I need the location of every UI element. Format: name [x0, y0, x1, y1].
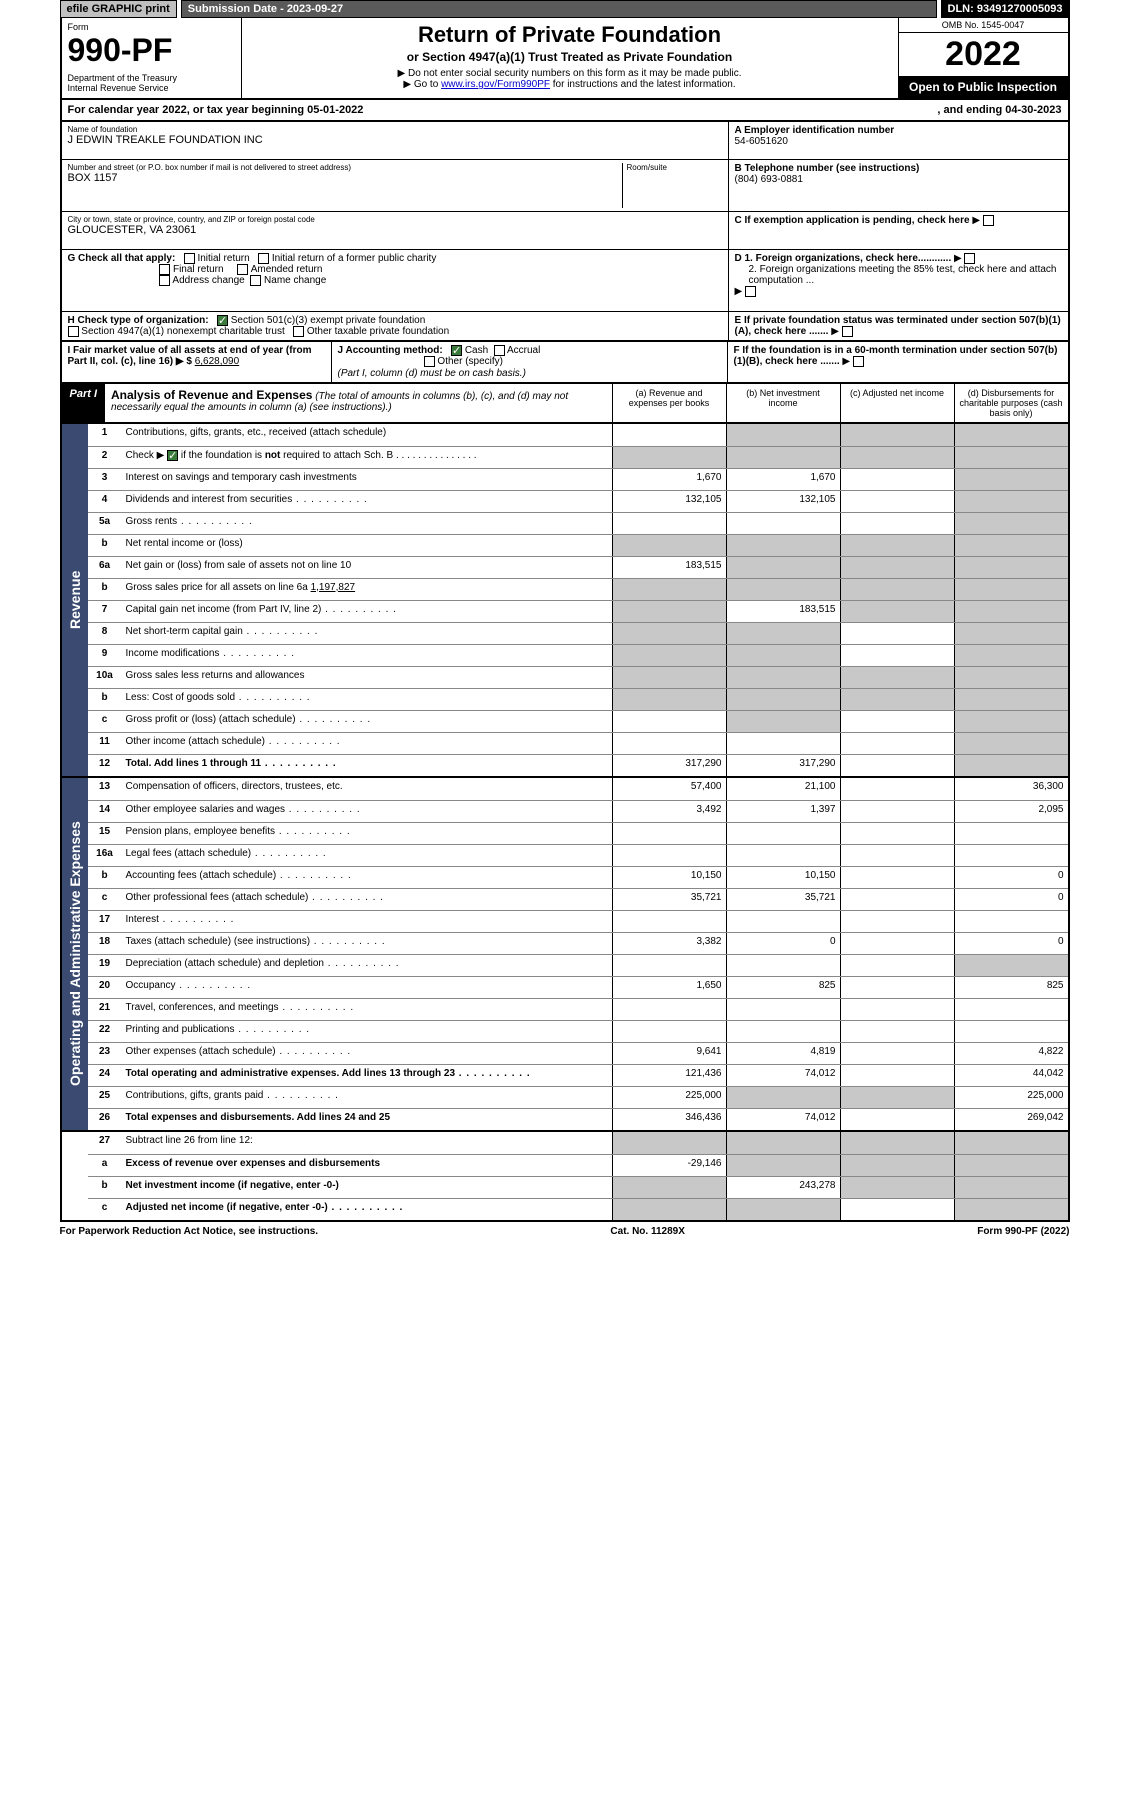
- e-box: E If private foundation status was termi…: [729, 312, 1068, 340]
- checkbox-4947a1[interactable]: [68, 326, 79, 337]
- checkbox-amended-return[interactable]: [237, 264, 248, 275]
- ein-box: A Employer identification number 54-6051…: [729, 122, 1068, 160]
- h-org-type: H Check type of organization: Section 50…: [62, 312, 728, 340]
- top-bar: efile GRAPHIC print Submission Date - 20…: [60, 0, 1070, 18]
- cat-no: Cat. No. 11289X: [610, 1226, 684, 1237]
- checkbox-cash[interactable]: [451, 345, 462, 356]
- footer: For Paperwork Reduction Act Notice, see …: [60, 1222, 1070, 1241]
- form-ref: Form 990-PF (2022): [977, 1226, 1069, 1237]
- part1-table: Revenue 1Contributions, gifts, grants, e…: [60, 424, 1070, 1222]
- phone-box: B Telephone number (see instructions) (8…: [729, 160, 1068, 212]
- col-b-header: (b) Net investment income: [726, 384, 840, 422]
- checkbox-other-method[interactable]: [424, 356, 435, 367]
- checkbox-d2[interactable]: [745, 286, 756, 297]
- checkbox-name-change[interactable]: [250, 275, 261, 286]
- d-box: D 1. Foreign organizations, check here..…: [729, 250, 1068, 312]
- checkbox-501c3[interactable]: [217, 315, 228, 326]
- address-box: Number and street (or P.O. box number if…: [62, 160, 728, 212]
- open-to-public: Open to Public Inspection: [899, 76, 1068, 98]
- paperwork-notice: For Paperwork Reduction Act Notice, see …: [60, 1226, 319, 1237]
- dln: DLN: 93491270005093: [941, 0, 1070, 18]
- line-6b-value: 1,197,827: [311, 582, 356, 593]
- checkbox-e[interactable]: [842, 326, 853, 337]
- calendar-year-row: For calendar year 2022, or tax year begi…: [60, 100, 1070, 122]
- checkbox-c[interactable]: [983, 215, 994, 226]
- efile-label: efile GRAPHIC print: [60, 0, 177, 18]
- checkbox-sch-b[interactable]: [167, 450, 178, 461]
- note-2: ▶ Go to www.irs.gov/Form990PF for instru…: [250, 79, 890, 90]
- form-link[interactable]: www.irs.gov/Form990PF: [441, 79, 550, 90]
- checkbox-final-return[interactable]: [159, 264, 170, 275]
- col-c-header: (c) Adjusted net income: [840, 384, 954, 422]
- entity-block: Name of foundation J EDWIN TREAKLE FOUND…: [60, 122, 1070, 342]
- page-title: Return of Private Foundation: [250, 22, 890, 48]
- form-number: 990-PF: [68, 32, 235, 69]
- col-d-header: (d) Disbursements for charitable purpose…: [954, 384, 1068, 422]
- checkbox-address-change[interactable]: [159, 275, 170, 286]
- part1-tab: Part I: [62, 384, 106, 422]
- i-j-row: I Fair market value of all assets at end…: [60, 342, 1070, 383]
- tax-year: 2022: [899, 33, 1068, 76]
- dept-label: Department of the Treasury Internal Reve…: [68, 73, 235, 93]
- expenses-label: Operating and Administrative Expenses: [62, 778, 88, 1130]
- checkbox-f[interactable]: [853, 356, 864, 367]
- city-box: City or town, state or province, country…: [62, 212, 728, 250]
- g-checkboxes: G Check all that apply: Initial return I…: [62, 250, 728, 312]
- c-box: C If exemption application is pending, c…: [729, 212, 1068, 250]
- col-a-header: (a) Revenue and expenses per books: [612, 384, 726, 422]
- checkbox-other-taxable[interactable]: [293, 326, 304, 337]
- fmv-value: 6,628,090: [195, 356, 240, 367]
- submission-date: Submission Date - 2023-09-27: [181, 0, 937, 18]
- foundation-name-box: Name of foundation J EDWIN TREAKLE FOUND…: [62, 122, 728, 160]
- omb-number: OMB No. 1545-0047: [899, 18, 1068, 33]
- header-box: Form 990-PF Department of the Treasury I…: [60, 18, 1070, 100]
- checkbox-d1[interactable]: [964, 253, 975, 264]
- revenue-label: Revenue: [62, 424, 88, 776]
- form-label: Form: [68, 22, 235, 32]
- checkbox-accrual[interactable]: [494, 345, 505, 356]
- checkbox-former-charity[interactable]: [258, 253, 269, 264]
- part1-header: Part I Analysis of Revenue and Expenses …: [60, 384, 1070, 424]
- note-1: ▶ Do not enter social security numbers o…: [250, 68, 890, 79]
- checkbox-initial-return[interactable]: [184, 253, 195, 264]
- subtitle: or Section 4947(a)(1) Trust Treated as P…: [250, 50, 890, 64]
